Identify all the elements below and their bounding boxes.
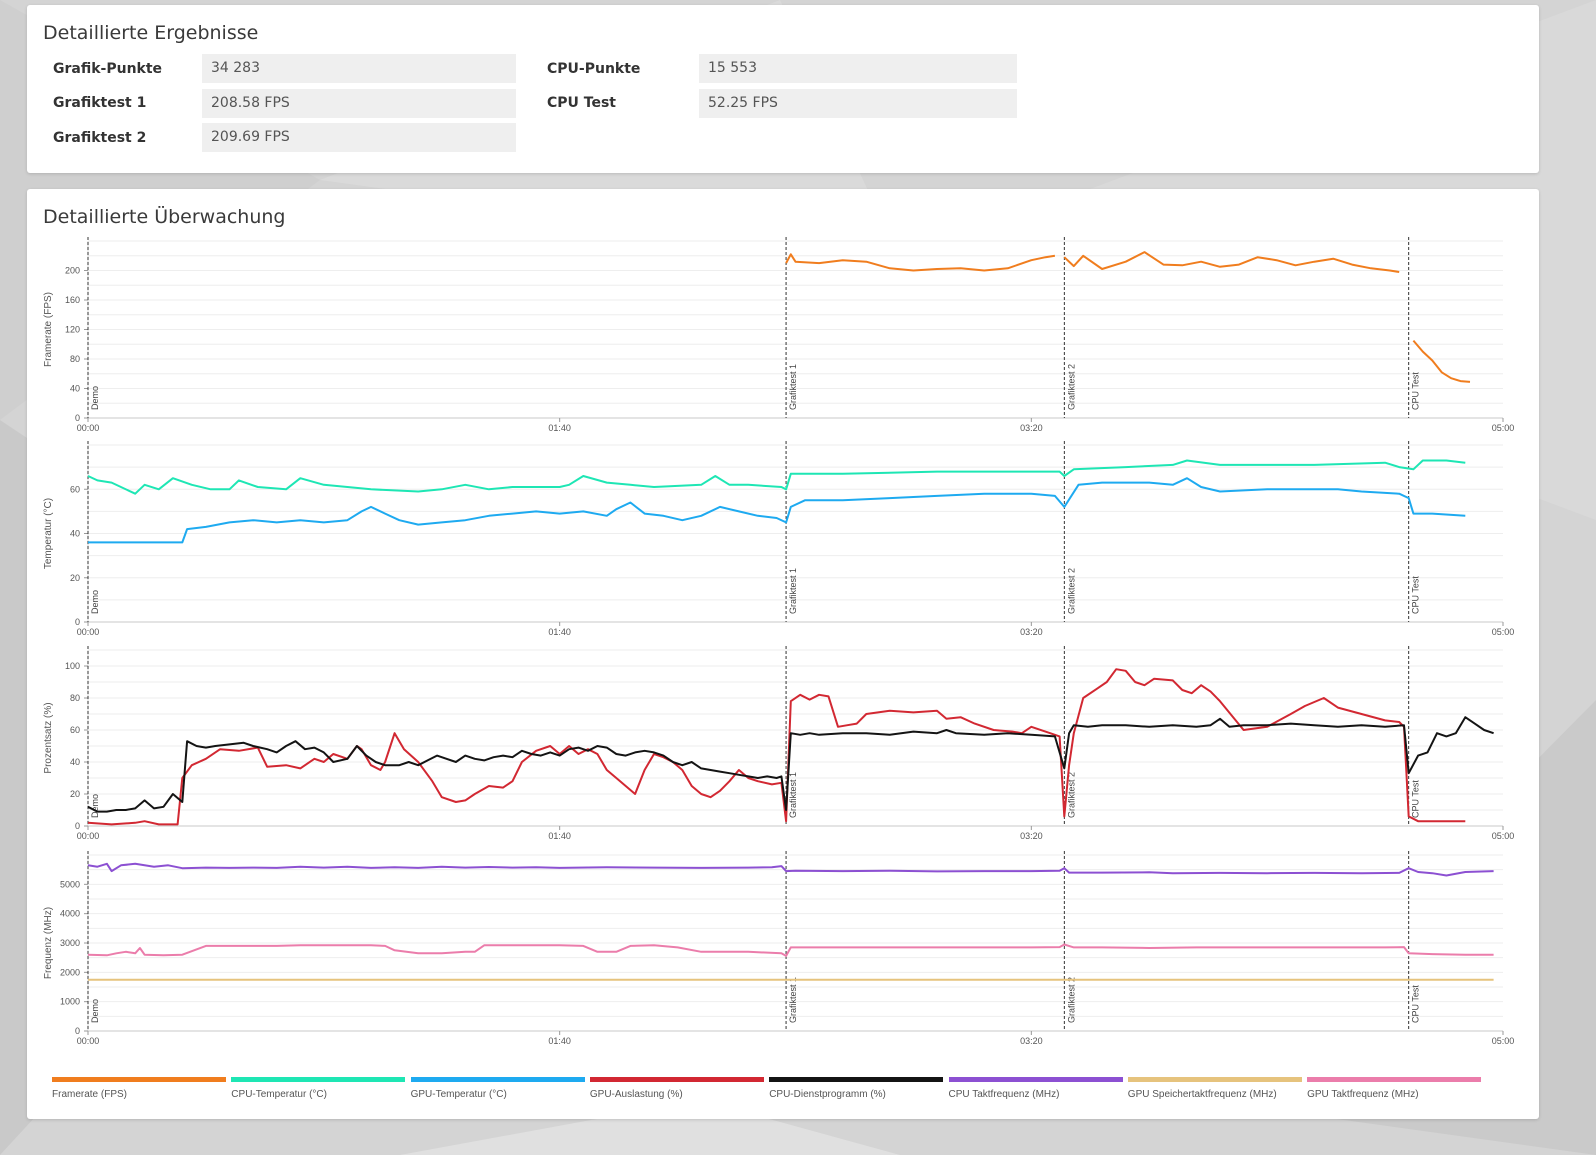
legend-swatch xyxy=(231,1077,406,1082)
value-graphics-test-1: 208.58 FPS xyxy=(202,89,516,118)
x-tick-label: 05:00 xyxy=(1492,831,1515,841)
y-tick-label: 40 xyxy=(70,757,80,767)
phase-marker-label: Grafiktest 1 xyxy=(788,568,798,614)
value-graphics-test-2: 209.69 FPS xyxy=(202,123,516,152)
series-line xyxy=(87,459,1466,495)
series-line xyxy=(87,943,1494,957)
x-tick-label: 00:00 xyxy=(77,1036,100,1046)
x-tick-label: 01:40 xyxy=(548,1036,571,1046)
y-tick-label: 60 xyxy=(70,725,80,735)
x-tick-label: 01:40 xyxy=(548,423,571,433)
monitoring-title: Detaillierte Überwachung xyxy=(43,206,286,228)
x-tick-label: 01:40 xyxy=(548,831,571,841)
y-tick-label: 4000 xyxy=(60,909,80,919)
y-tick-label: 120 xyxy=(65,325,80,335)
x-tick-label: 05:00 xyxy=(1492,423,1515,433)
series-line xyxy=(87,862,1494,877)
legend-swatch xyxy=(589,1077,764,1082)
phase-marker-label: Grafiktest 2 xyxy=(1066,772,1076,818)
y-tick-label: 0 xyxy=(75,617,80,627)
results-title: Detaillierte Ergebnisse xyxy=(43,22,259,44)
phase-marker-label: Demo xyxy=(90,386,100,410)
phase-marker-label: Grafiktest 1 xyxy=(788,772,798,818)
y-tick-label: 60 xyxy=(70,484,80,494)
x-tick-label: 00:00 xyxy=(77,423,100,433)
y-tick-label: 5000 xyxy=(60,879,80,889)
legend-label: GPU Taktfrequenz (MHz) xyxy=(1307,1089,1419,1100)
value-cpu-test: 52.25 FPS xyxy=(699,89,1017,118)
phase-marker-label: Grafiktest 1 xyxy=(788,364,798,410)
series-line xyxy=(785,253,1056,272)
legend-swatch xyxy=(1307,1077,1482,1082)
phase-marker-label: Grafiktest 2 xyxy=(1066,977,1076,1023)
phase-marker-label: CPU Test xyxy=(1411,372,1421,410)
phase-marker-label: Demo xyxy=(90,590,100,614)
label-graphics-test-2: Grafiktest 2 xyxy=(53,130,147,146)
x-tick-label: 05:00 xyxy=(1492,627,1515,637)
phase-marker-label: Grafiktest 2 xyxy=(1066,364,1076,410)
y-tick-label: 160 xyxy=(65,295,80,305)
legend-swatch xyxy=(948,1077,1123,1082)
legend-swatch xyxy=(1127,1077,1302,1082)
y-axis-label: Frequenz (MHz) xyxy=(43,907,54,979)
x-tick-label: 03:20 xyxy=(1020,627,1043,637)
label-cpu-score: CPU-Punkte xyxy=(547,61,641,77)
x-tick-label: 03:20 xyxy=(1020,423,1043,433)
phase-marker-label: CPU Test xyxy=(1411,985,1421,1023)
legend-label: CPU-Temperatur (°C) xyxy=(231,1089,327,1100)
phase-marker-label: Grafiktest 1 xyxy=(788,977,798,1023)
x-tick-label: 00:00 xyxy=(77,831,100,841)
legend-label: GPU-Auslastung (%) xyxy=(589,1089,683,1100)
series-line xyxy=(87,668,1466,826)
legend-swatch xyxy=(52,1077,226,1082)
label-graphics-score: Grafik-Punkte xyxy=(53,61,163,77)
phase-marker-label: Demo xyxy=(90,794,100,818)
legend-label: GPU-Temperatur (°C) xyxy=(410,1089,507,1100)
y-tick-label: 0 xyxy=(75,821,80,831)
y-tick-label: 80 xyxy=(70,693,80,703)
value-cpu-score: 15 553 xyxy=(699,54,1017,83)
legend-swatch xyxy=(769,1077,944,1082)
legend-swatch xyxy=(410,1077,585,1082)
y-axis-label: Framerate (FPS) xyxy=(43,292,54,367)
value-graphics-score: 34 283 xyxy=(202,54,516,83)
label-cpu-test: CPU Test xyxy=(547,95,616,111)
x-tick-label: 01:40 xyxy=(548,627,571,637)
legend-label: CPU Taktfrequenz (MHz) xyxy=(948,1089,1060,1100)
series-line xyxy=(87,716,1494,813)
y-tick-label: 200 xyxy=(65,266,80,276)
phase-marker-label: CPU Test xyxy=(1411,780,1421,818)
y-tick-label: 40 xyxy=(70,384,80,394)
y-tick-label: 0 xyxy=(75,413,80,423)
label-graphics-test-1: Grafiktest 1 xyxy=(53,95,147,111)
monitoring-card: Detaillierte Überwachung 0 40 80 120 160 200 F… xyxy=(27,189,1539,1119)
y-tick-label: 40 xyxy=(70,529,80,539)
x-tick-label: 00:00 xyxy=(77,627,100,637)
x-tick-label: 03:20 xyxy=(1020,831,1043,841)
series-line xyxy=(88,477,1466,544)
y-tick-label: 2000 xyxy=(60,967,80,977)
y-tick-label: 3000 xyxy=(60,938,80,948)
y-tick-label: 100 xyxy=(65,661,80,671)
series-line xyxy=(1063,251,1400,273)
y-tick-label: 1000 xyxy=(60,997,80,1007)
phase-marker-label: CPU Test xyxy=(1411,576,1421,614)
x-tick-label: 05:00 xyxy=(1492,1036,1515,1046)
legend-label: GPU Speichertaktfrequenz (MHz) xyxy=(1127,1089,1277,1100)
y-axis-label: Prozentsatz (%) xyxy=(43,702,54,773)
y-tick-label: 0 xyxy=(75,1026,80,1036)
legend-label: Framerate (FPS) xyxy=(52,1089,128,1100)
y-tick-label: 80 xyxy=(70,354,80,364)
phase-marker-label: Grafiktest 2 xyxy=(1066,568,1076,614)
y-axis-label: Temperatur (°C) xyxy=(43,498,54,569)
series-line xyxy=(1412,339,1471,383)
legend-label: CPU-Dienstprogramm (%) xyxy=(769,1089,886,1100)
y-tick-label: 20 xyxy=(70,789,80,799)
phase-marker-label: Demo xyxy=(90,999,100,1023)
x-tick-label: 03:20 xyxy=(1020,1036,1043,1046)
y-tick-label: 20 xyxy=(70,573,80,583)
results-card: Detaillierte Ergebnisse Grafik-Punkte 34… xyxy=(27,5,1539,173)
